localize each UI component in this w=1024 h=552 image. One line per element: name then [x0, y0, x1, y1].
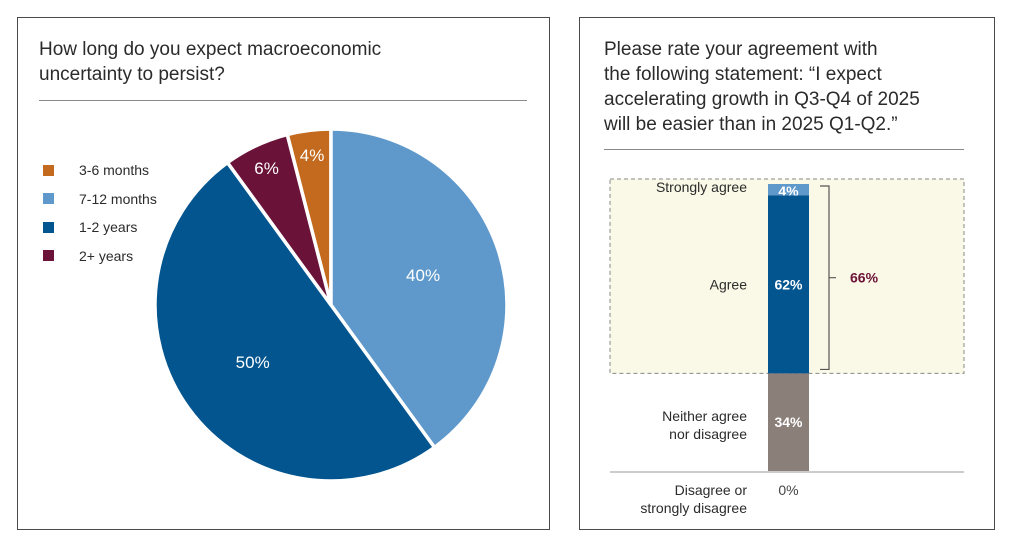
- pie-slice-value-label: 40%: [406, 266, 440, 285]
- pie-chart-panel: How long do you expect macroeconomic unc…: [17, 17, 550, 530]
- category-label-agree: Agree: [710, 276, 748, 292]
- legend-label: 2+ years: [79, 247, 134, 264]
- pie-slice-1-2-years: [153, 160, 437, 483]
- title-divider: [39, 100, 527, 101]
- pie-slice-value-label: 4%: [300, 146, 325, 165]
- bar-value-label: 62%: [774, 276, 803, 292]
- pie-slice-value-label: 6%: [254, 159, 279, 178]
- pie-slice-value-label: 50%: [236, 353, 270, 372]
- legend-label: 1-2 years: [79, 219, 138, 236]
- pie-slice-7-12-months: [329, 127, 509, 450]
- bracket-total-label: 66%: [850, 270, 879, 286]
- pie-chart-title: How long do you expect macroeconomic unc…: [39, 39, 382, 85]
- pie-legend: 3-6 months 7-12 months 1-2 years 2+ year…: [43, 156, 157, 270]
- bar-value-label: 0%: [778, 482, 798, 498]
- legend-swatch: [43, 221, 54, 233]
- bar-chart-title: Please rate your agreement with the foll…: [604, 39, 920, 135]
- bar-value-label: 4%: [778, 183, 799, 199]
- legend-label: 3-6 months: [79, 162, 150, 179]
- bar-chart-panel: Please rate your agreement with the foll…: [579, 17, 995, 530]
- stacked-bar-chart: 4% 62% 34% 0% Strongly agree Agree Neither agr…: [609, 178, 965, 516]
- legend-swatch: [43, 250, 54, 262]
- legend-item-2-plus-years: 2+ years: [43, 242, 157, 271]
- bar-segment-neither-agree-nor-disagree: [768, 373, 809, 471]
- pie-chart: 4% 40% 50% 6%: [153, 127, 509, 483]
- pie-slice-2-years: [225, 132, 333, 307]
- bar-segment-strongly-agree: [768, 184, 809, 196]
- legend-swatch: [43, 164, 54, 176]
- legend-label: 7-12 months: [79, 190, 157, 207]
- bar-segment-agree: [768, 195, 809, 374]
- category-label-disagree-or-strongly-disagree: Disagree or strongly disagree: [640, 482, 747, 516]
- bar-value-label: 34%: [774, 414, 803, 430]
- legend-swatch: [43, 193, 54, 205]
- title-divider: [604, 149, 964, 150]
- agree-bracket: [820, 185, 836, 371]
- category-label-strongly-agree: Strongly agree: [656, 179, 747, 195]
- category-label-neither-agree-nor-disagree: Neither agree nor disagree: [662, 408, 747, 442]
- legend-item-3-6-months: 3-6 months: [43, 156, 157, 185]
- legend-item-7-12-months: 7-12 months: [43, 185, 157, 214]
- legend-item-1-2-years: 1-2 years: [43, 213, 157, 242]
